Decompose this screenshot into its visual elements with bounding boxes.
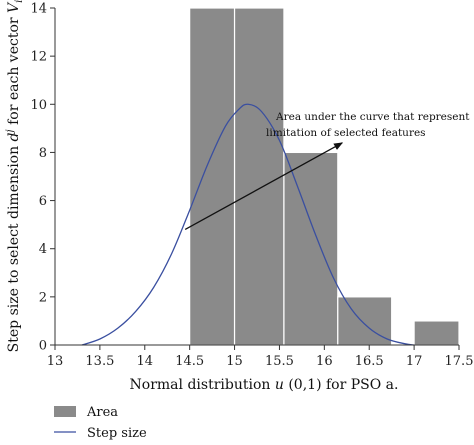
axes: 13 13.5 14 14.5 15 15.5 16 16.5 17 17.5 0 2 4 6 8 10 12 1… [30,2,473,370]
annotation-text-line-1: Area under the curve that represent [275,111,470,123]
y-tick-label: 2 [39,290,47,305]
legend-area-swatch [54,406,76,417]
y-tick-label: 0 [39,339,47,354]
x-tick-label: 13 [47,354,64,369]
y-tick-label: 8 [39,146,47,161]
y-tick-label: 10 [30,98,47,113]
y-tick-label: 6 [39,194,47,209]
x-axis-label-italic-u: u [275,377,284,393]
step-size-curve [81,103,415,346]
bar-1 [189,7,236,346]
y-axis-label-italic-V: V [6,1,22,13]
x-tick-label: 15.5 [265,354,294,369]
y-axis-label-part-1: Step size to select dimension [6,141,22,352]
bar-2 [233,7,285,346]
bar-5 [413,320,460,346]
x-tick-label: 15 [226,354,243,369]
y-axis-label-italic-d: d [6,132,22,141]
legend-area-label: Area [86,405,118,420]
x-tick-label: 13.5 [85,354,114,369]
annotation-arrow [184,142,344,231]
x-tick-label: 16.5 [355,354,384,369]
x-tick-label: 16 [316,354,333,369]
x-axis-label-part-1: Normal distribution [130,377,275,393]
y-axis-label-part-2: for each vector [6,13,22,129]
y-tick-label: 4 [39,242,47,257]
legend-step-size-label: Step size [87,426,147,441]
y-axis-label-subscript-i: i [14,0,25,3]
x-axis-label: Normal distribution u (0,1) for PSO a. [130,377,399,393]
legend: Area Step size [54,405,147,441]
y-tick-label: 12 [30,50,47,65]
x-axis-label-part-2: (0,1) for PSO a. [284,377,399,393]
plot-area: Area under the curve that represent limit… [81,7,470,346]
y-axis-label: Step size to select dimension dj for eac… [5,0,25,352]
y-axis-label-superscript-j: j [5,129,16,134]
x-tick-label: 17.5 [445,354,474,369]
x-tick-label: 14 [137,354,154,369]
x-tick-label: 14.5 [175,354,204,369]
annotation-text-line-2: limitation of selected features [266,127,426,139]
bar-3 [283,151,339,346]
x-tick-label: 17 [406,354,423,369]
y-tick-label: 14 [30,2,47,17]
